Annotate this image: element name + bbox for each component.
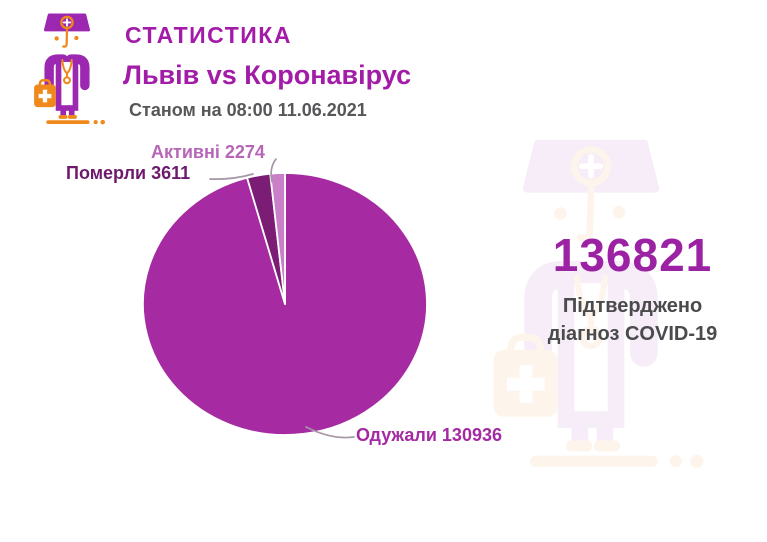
pie-label-recovered: Одужали 130936 (356, 425, 502, 445)
page-subtitle: Львів vs Коронавірус (123, 60, 412, 90)
confirmed-caption-line2: діагноз COVID-19 (547, 323, 718, 345)
confirmed-caption: Підтверджено діагноз COVID-19 (495, 292, 767, 348)
callout-lines (209, 158, 355, 439)
callout-line-recovered (305, 426, 355, 439)
header: СТАТИСТИКА Львів vs Коронавірус Станом н… (123, 22, 412, 121)
timestamp: Станом на 08:00 11.06.2021 (129, 100, 367, 120)
confirmed-caption-line1: Підтверджено (562, 295, 703, 317)
confirmed-stats-panel: 136821 Підтверджено діагноз COVID-19 (495, 232, 767, 348)
pie-label-died: Померли 3611 (66, 163, 191, 183)
pie-label-active: Активні 2274 (151, 142, 265, 162)
page-title: СТАТИСТИКА (125, 22, 292, 48)
callout-line-active (270, 158, 277, 183)
pie-slice-active (269, 172, 286, 305)
confirmed-total: 136821 (552, 229, 713, 281)
callout-line-died (209, 173, 254, 180)
